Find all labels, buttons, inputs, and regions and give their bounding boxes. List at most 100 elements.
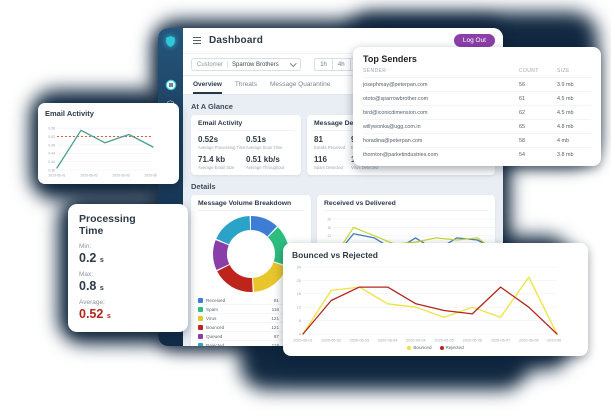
- size-cell: 4.8 mb: [557, 123, 574, 130]
- svg-text:12: 12: [327, 234, 331, 238]
- message-volume-donut-chart[interactable]: [212, 215, 290, 293]
- content: At A Glance Email Activity 0.52s Average …: [183, 95, 503, 346]
- card-title: Email Activity: [198, 120, 294, 131]
- tab-overview[interactable]: Overview: [193, 76, 222, 94]
- legend-swatch: [198, 342, 203, 346]
- chevron-down-icon: [289, 60, 297, 67]
- table-row[interactable]: ototo@sparrowbrother.com 61 4.5 mb: [363, 91, 591, 105]
- top-senders-header-row: SENDER COUNT SIZE: [363, 68, 591, 77]
- sidebar-item-pause-icon[interactable]: [165, 79, 177, 91]
- legend-label: Rejected: [206, 342, 225, 347]
- max-value: 0.8 s: [79, 279, 104, 294]
- table-row[interactable]: thornton@parketindustries.com 54 3.8 mb: [363, 147, 591, 161]
- app-logo-shield-icon[interactable]: [164, 35, 177, 53]
- size-cell: 4.5 mb: [557, 95, 574, 102]
- email-activity-chart-card: Email Activity 0.36 0.40 0.44 0.48 0.52 0.56 2…: [38, 103, 179, 184]
- count-cell: 65: [519, 123, 525, 130]
- top-senders-body: josephmay@peterpan.com 56 3.9 mb ototo@spar…: [363, 77, 591, 161]
- svg-text:8: 8: [299, 319, 301, 323]
- stat: 71.4 kb Average Email Size: [198, 155, 246, 170]
- stat-label: Virus Detected: [351, 165, 379, 170]
- legend-item[interactable]: Bounced: [407, 345, 432, 350]
- svg-text:2020-06-02: 2020-06-02: [322, 339, 341, 343]
- count-cell: 61: [519, 95, 525, 102]
- stat: 81 Emails Received: [314, 135, 351, 150]
- sender-cell: bird@iconicdimension.com: [363, 109, 428, 116]
- legend-label: Virus: [206, 315, 217, 321]
- legend-count: 121: [271, 315, 279, 321]
- size-cell: 3.9 mb: [557, 81, 574, 88]
- page-title: Dashboard: [209, 35, 264, 46]
- window-header: Dashboard Log Out: [183, 28, 503, 53]
- stat-label: Emails Received: [314, 145, 346, 150]
- legend-label: Queued: [206, 333, 223, 339]
- customer-select[interactable]: Customer Sparrow Brothers: [191, 58, 302, 71]
- svg-text:0.40: 0.40: [48, 160, 55, 164]
- svg-text:2020-06-01: 2020-06-01: [48, 174, 65, 178]
- stat-label: Average Scan Time: [246, 145, 283, 150]
- card-title: Bounced vs Rejected: [292, 250, 378, 260]
- stat: 0.52s Average Processing Time: [198, 135, 246, 150]
- max-label: Max:: [79, 271, 94, 279]
- svg-text:2020-06-04: 2020-06-04: [406, 339, 425, 343]
- bounced-rejected-legend: Bounced Rejected: [292, 345, 579, 350]
- section-title-at-a-glance: At A Glance: [191, 102, 233, 111]
- svg-text:0.48: 0.48: [48, 143, 55, 147]
- table-row[interactable]: horadina@peterpan.com 58 4 mb: [363, 133, 591, 147]
- size-cell: 4.5 mb: [557, 109, 574, 116]
- email-activity-stats: 0.52s Average Processing Time 0.51s Average…: [198, 135, 294, 170]
- average-value: 0.52 s: [79, 307, 111, 322]
- svg-text:2020-06-04: 2020-06-04: [378, 339, 397, 343]
- tab-threats[interactable]: Threats: [234, 80, 257, 88]
- email-activity-line-chart[interactable]: 0.36 0.40 0.44 0.48 0.52 0.56 2020-06-01 2020-0…: [45, 120, 161, 178]
- svg-text:20: 20: [297, 279, 301, 283]
- svg-text:0.36: 0.36: [48, 168, 55, 172]
- column-header: COUNT: [519, 68, 539, 74]
- table-row[interactable]: josephmay@peterpan.com 56 3.9 mb: [363, 77, 591, 91]
- legend-count: 81: [273, 297, 279, 303]
- column-header: SIZE: [557, 68, 570, 74]
- svg-text:2020-06-03: 2020-06-03: [350, 339, 369, 343]
- legend-label: Received: [206, 297, 226, 303]
- svg-text:24: 24: [297, 265, 301, 269]
- stat-value: 0.51s: [246, 135, 267, 144]
- legend-count: 119: [271, 342, 279, 347]
- stat-value: 116: [314, 155, 327, 164]
- legend-swatch: [198, 297, 203, 303]
- tab-message-quarantine[interactable]: Message Quarantine: [269, 80, 331, 88]
- svg-text:2020-06-08: 2020-06-08: [519, 339, 538, 343]
- email-activity-summary-card: Email Activity 0.52s Average Processing T…: [191, 115, 301, 175]
- legend-label: Spam: [206, 306, 219, 312]
- table-row[interactable]: willywonka@ugg.com.in 65 4.8 mb: [363, 119, 591, 133]
- stat-value: 71.4 kb: [198, 155, 226, 164]
- bounced-rejected-chart[interactable]: 4 8 12 16 20 24 2020-06-01 2020-06-02 2020-06-03…: [292, 263, 566, 343]
- legend-swatch: [198, 306, 203, 312]
- legend-dot: [439, 345, 444, 350]
- legend-label: Bounced: [206, 324, 225, 330]
- svg-text:2020-06-01: 2020-06-01: [293, 339, 312, 343]
- top-senders-card: Top Senders SENDER COUNT SIZE josephmay@pe…: [353, 47, 601, 166]
- legend-item[interactable]: Rejected: [439, 345, 464, 350]
- svg-text:0.44: 0.44: [48, 152, 55, 156]
- logout-button[interactable]: Log Out: [453, 34, 495, 47]
- card-title: Message Volume Breakdown: [198, 200, 304, 211]
- customer-value: Sparrow Brothers: [232, 61, 279, 68]
- card-title: Email Activity: [45, 109, 94, 118]
- table-row[interactable]: bird@iconicdimension.com 62 4.5 mb: [363, 105, 591, 119]
- svg-text:2020-06-02: 2020-06-02: [80, 174, 97, 178]
- legend-label: Bounced: [413, 345, 432, 350]
- min-value: 0.2 s: [79, 251, 104, 266]
- count-cell: 62: [519, 109, 525, 116]
- stat-value: 81: [314, 135, 323, 144]
- legend-label: Rejected: [445, 345, 464, 350]
- processing-time-card: Processing Time Min: 0.2 s Max: 0.8 s Av…: [68, 204, 188, 333]
- svg-text:0.56: 0.56: [48, 127, 55, 131]
- menu-icon[interactable]: [191, 35, 203, 46]
- size-cell: 4 mb: [557, 137, 569, 144]
- range-1h-button[interactable]: 1h: [314, 58, 333, 71]
- column-header: SENDER: [363, 68, 387, 74]
- sender-cell: willywonka@ugg.com.in: [363, 123, 421, 130]
- range-4h-button[interactable]: 4h: [332, 58, 351, 71]
- count-cell: 58: [519, 137, 525, 144]
- legend-count: 116: [271, 306, 279, 312]
